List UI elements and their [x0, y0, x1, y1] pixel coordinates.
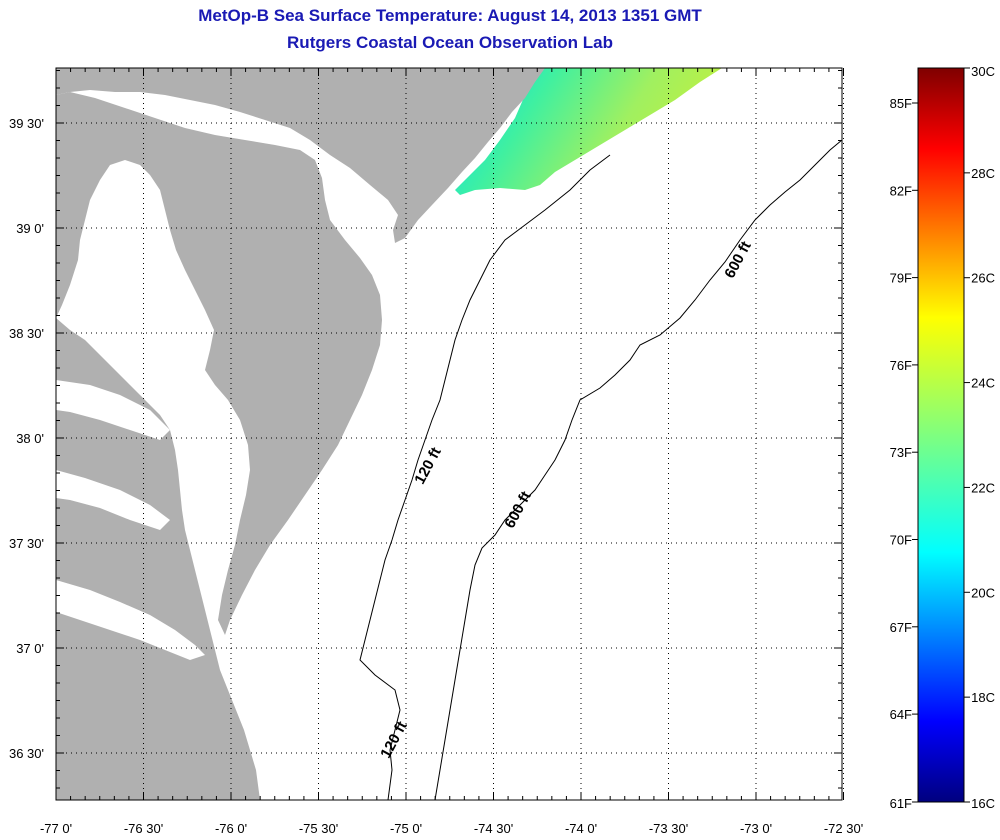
- colorbar-celsius-label: 30C: [971, 64, 995, 79]
- colorbar-fahrenheit-label: 67F: [890, 620, 912, 635]
- bay-water: [56, 380, 170, 440]
- lon-label: -75 30': [299, 821, 338, 836]
- lat-label: 36 30': [9, 746, 44, 761]
- lon-label: -74 0': [565, 821, 597, 836]
- colorbar-ticks: [912, 67, 970, 803]
- colorbar-fahrenheit-labels: 85F 82F 79F 76F 73F 70F 67F 64F 61F: [890, 96, 912, 811]
- land-delmarva: [56, 92, 382, 635]
- lon-label: -76 0': [215, 821, 247, 836]
- colorbar-fahrenheit-label: 82F: [890, 183, 912, 198]
- colorbar-fahrenheit-label: 61F: [890, 796, 912, 811]
- colorbar-celsius-label: 20C: [971, 585, 995, 600]
- lon-label: -72 30': [824, 821, 863, 836]
- lon-label: -75 0': [390, 821, 422, 836]
- bay-water-3: [56, 580, 205, 660]
- lat-label: 37 30': [9, 536, 44, 551]
- colorbar-fahrenheit-label: 70F: [890, 533, 912, 548]
- map-title: MetOp-B Sea Surface Temperature: August …: [198, 6, 702, 25]
- map-subtitle: Rutgers Coastal Ocean Observation Lab: [287, 33, 613, 52]
- colorbar-celsius-label: 22C: [971, 480, 995, 495]
- lat-label: 39 30': [9, 116, 44, 131]
- lat-label: 38 0': [16, 431, 44, 446]
- colorbar-celsius-label: 28C: [971, 166, 995, 181]
- graticule: [55, 68, 844, 800]
- lon-label: -77 0': [40, 821, 72, 836]
- latitude-labels: 39 30' 39 0' 38 30' 38 0' 37 30' 37 0' 36 30': [9, 116, 44, 761]
- map-frame: [55, 67, 843, 801]
- lon-label: -74 30': [474, 821, 513, 836]
- colorbar-celsius-label: 26C: [971, 271, 995, 286]
- lat-label: 39 0': [16, 221, 44, 236]
- lon-label: -73 30': [649, 821, 688, 836]
- colorbar-fahrenheit-label: 73F: [890, 445, 912, 460]
- colorbar: [917, 67, 965, 803]
- colorbar-celsius-label: 16C: [971, 796, 995, 811]
- colorbar-fahrenheit-label: 79F: [890, 271, 912, 286]
- colorbar-celsius-label: 24C: [971, 376, 995, 391]
- lon-label: -76 30': [124, 821, 163, 836]
- lon-label: -73 0': [740, 821, 772, 836]
- colorbar-fahrenheit-label: 85F: [890, 96, 912, 111]
- land-new-jersey: [56, 68, 545, 243]
- colorbar-celsius-labels: 30C 28C 26C 24C 22C 20C 18C 16C: [971, 64, 995, 811]
- colorbar-fahrenheit-label: 76F: [890, 358, 912, 373]
- longitude-labels: -77 0' -76 30' -76 0' -75 30' -75 0' -74 30' -…: [40, 821, 863, 836]
- bay-water-2: [56, 470, 170, 530]
- lat-label: 37 0': [16, 641, 44, 656]
- contour-600ft: [434, 139, 842, 800]
- contour-120ft: [359, 154, 611, 800]
- colorbar-celsius-label: 18C: [971, 690, 995, 705]
- colorbar-fahrenheit-label: 64F: [890, 707, 912, 722]
- lat-label: 38 30': [9, 326, 44, 341]
- sst-data-patch: [455, 68, 722, 195]
